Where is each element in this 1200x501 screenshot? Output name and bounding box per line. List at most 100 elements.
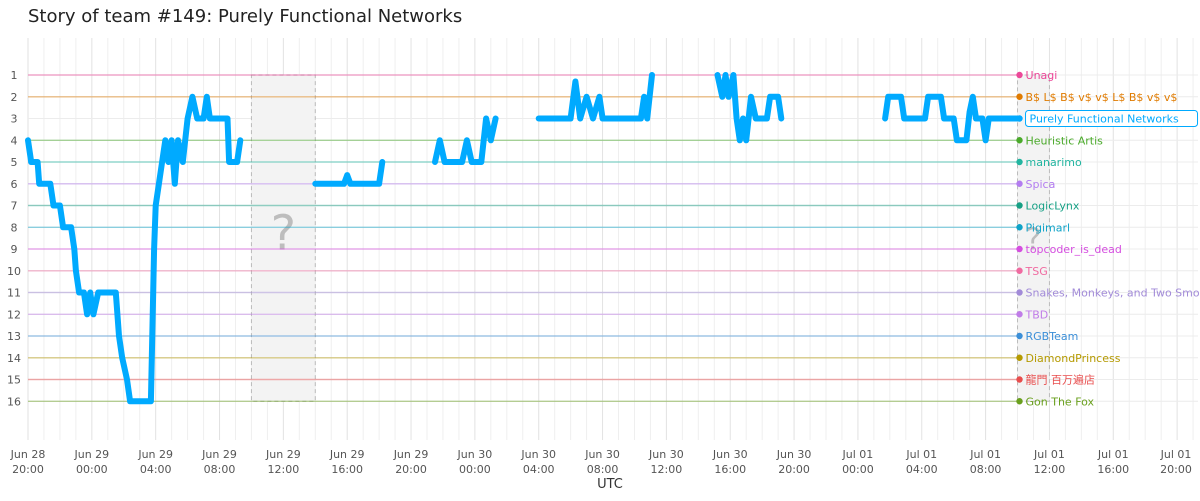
x-tick-label: Jun 28 bbox=[10, 448, 46, 461]
team-label: TSG bbox=[1025, 265, 1048, 278]
highlight-series bbox=[25, 72, 1021, 405]
x-tick-label: 16:00 bbox=[714, 463, 746, 476]
x-tick-label: Jun 30 bbox=[648, 448, 684, 461]
y-tick-label: 14 bbox=[7, 352, 21, 365]
highlight-label-box bbox=[1025, 110, 1199, 127]
x-tick-label: 00:00 bbox=[76, 463, 108, 476]
background-series bbox=[28, 74, 1018, 402]
x-tick-label: 12:00 bbox=[1034, 463, 1066, 476]
y-tick-label: 11 bbox=[7, 287, 21, 300]
team-marker bbox=[1016, 115, 1023, 122]
team-marker bbox=[1016, 289, 1023, 296]
x-tick-label: 20:00 bbox=[12, 463, 44, 476]
x-tick-label: Jul 01 bbox=[1160, 448, 1192, 461]
x-tick-label: 12:00 bbox=[651, 463, 683, 476]
x-tick-label: 16:00 bbox=[1097, 463, 1129, 476]
x-tick-label: 12:00 bbox=[268, 463, 300, 476]
x-tick-label: Jul 01 bbox=[1033, 448, 1065, 461]
team-label: Snakes, Monkeys, and Two Smoking Lambdas bbox=[1026, 287, 1200, 300]
x-tick-label: Jul 01 bbox=[969, 448, 1001, 461]
team-labels: Unagi B$ L$ B$ v$ v$ L$ B$ v$ v$ Purely Fu… bbox=[1016, 69, 1200, 408]
y-tick-label: 10 bbox=[7, 265, 21, 278]
team-marker bbox=[1016, 93, 1023, 100]
y-tick-label: 4 bbox=[11, 134, 18, 147]
hidden-period bbox=[1017, 74, 1050, 402]
team-label: Purely Functional Networks bbox=[1030, 113, 1180, 126]
x-axis-ticks: Jun 28 20:00 Jun 29 00:00 Jun 29 04:00 Jun 29 0… bbox=[10, 448, 1192, 476]
x-tick-label: 04:00 bbox=[906, 463, 938, 476]
x-tick-label: Jun 29 bbox=[201, 448, 237, 461]
x-tick-label: Jul 01 bbox=[1097, 448, 1129, 461]
x-tick-label: 00:00 bbox=[459, 463, 491, 476]
team-label: Pigimarl bbox=[1026, 221, 1071, 234]
y-tick-label: 2 bbox=[11, 91, 18, 104]
y-tick-label: 3 bbox=[11, 113, 18, 126]
team-marker bbox=[1016, 71, 1023, 79]
x-tick-label: Jun 30 bbox=[457, 448, 493, 461]
x-tick-label: 08:00 bbox=[204, 463, 236, 476]
chart-title: Story of team #149: Purely Functional Ne… bbox=[28, 6, 462, 27]
team-label: Unagi bbox=[1026, 69, 1058, 82]
x-tick-label: Jun 29 bbox=[393, 448, 429, 461]
x-tick-label: 04:00 bbox=[523, 463, 555, 476]
x-tick-label: Jun 30 bbox=[584, 448, 620, 461]
hidden-period-label: ? bbox=[271, 205, 296, 261]
x-tick-label: 08:00 bbox=[970, 463, 1002, 476]
team-label: Spica bbox=[1026, 178, 1056, 191]
y-tick-label: 5 bbox=[11, 156, 18, 169]
y-tick-label: 9 bbox=[11, 243, 18, 256]
x-tick-label: Jun 29 bbox=[265, 448, 301, 461]
team-label: B$ L$ B$ v$ v$ L$ B$ v$ v$ bbox=[1026, 91, 1178, 104]
team-label: 龍門 百万遍店 bbox=[1026, 373, 1096, 387]
x-tick-label: Jul 01 bbox=[842, 448, 874, 461]
x-tick-label: Jun 29 bbox=[137, 448, 173, 461]
team-label: Gon The Fox bbox=[1026, 395, 1095, 408]
y-tick-label: 13 bbox=[7, 330, 21, 343]
y-tick-label: 8 bbox=[11, 221, 18, 234]
x-tick-label: 20:00 bbox=[395, 463, 427, 476]
y-tick-label: 12 bbox=[7, 308, 21, 321]
team-marker bbox=[1016, 158, 1023, 166]
team-label: RGBTeam bbox=[1026, 330, 1079, 343]
team-marker bbox=[1016, 245, 1023, 253]
x-tick-label: Jun 29 bbox=[73, 448, 109, 461]
x-axis-label: UTC bbox=[597, 477, 623, 492]
team-marker bbox=[1016, 224, 1023, 231]
x-tick-label: Jul 01 bbox=[905, 448, 937, 461]
team-label: topcoder_is_dead bbox=[1026, 243, 1122, 256]
x-tick-label: Jun 30 bbox=[776, 448, 812, 461]
team-marker bbox=[1016, 376, 1023, 383]
team-marker bbox=[1016, 354, 1023, 361]
y-tick-label: 15 bbox=[7, 374, 21, 387]
team-marker bbox=[1016, 202, 1023, 209]
team-label: DiamondPrincess bbox=[1026, 352, 1121, 365]
team-marker bbox=[1016, 180, 1023, 187]
team-marker bbox=[1016, 311, 1023, 318]
team-label: manarimo bbox=[1026, 156, 1082, 169]
hidden-periods: ?? bbox=[250, 74, 1050, 402]
team-marker bbox=[1016, 267, 1023, 274]
x-tick-label: 00:00 bbox=[842, 463, 874, 476]
y-tick-label: 1 bbox=[11, 69, 18, 82]
team-label: Heuristic Artis bbox=[1026, 134, 1104, 147]
team-label: TBD bbox=[1025, 308, 1049, 321]
team-marker bbox=[1016, 137, 1023, 144]
hidden-period bbox=[250, 74, 316, 402]
x-tick-label: 16:00 bbox=[331, 463, 363, 476]
x-tick-label: Jun 29 bbox=[329, 448, 365, 461]
y-tick-label: 16 bbox=[7, 395, 21, 408]
x-tick-label: 20:00 bbox=[778, 463, 810, 476]
team-marker bbox=[1016, 332, 1023, 340]
x-tick-label: Jun 30 bbox=[712, 448, 748, 461]
hidden-period-label: ? bbox=[1026, 222, 1042, 257]
team-marker bbox=[1016, 398, 1023, 405]
team-label: LogicLynx bbox=[1026, 200, 1080, 213]
x-tick-label: 04:00 bbox=[140, 463, 172, 476]
y-tick-label: 7 bbox=[11, 200, 18, 213]
highlight-line bbox=[25, 72, 1021, 405]
x-tick-label: 20:00 bbox=[1160, 463, 1192, 476]
x-tick-label: Jun 30 bbox=[520, 448, 556, 461]
x-tick-label: 08:00 bbox=[587, 463, 619, 476]
